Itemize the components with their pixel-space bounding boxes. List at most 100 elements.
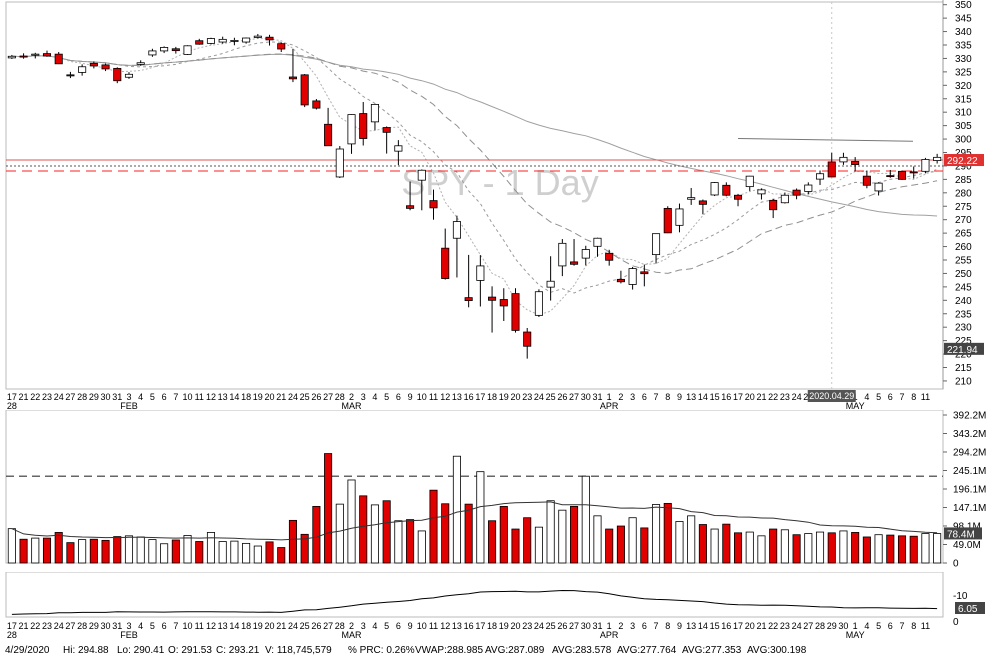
indicator-last-tag — [955, 602, 985, 614]
candle-body — [160, 47, 169, 52]
x-tick-label: 19 — [499, 621, 509, 631]
candle-body — [499, 299, 508, 307]
x-tick-label: 9 — [408, 392, 413, 402]
last-price-tag — [944, 154, 984, 167]
x-tick-label: 7 — [654, 392, 659, 402]
candle-body — [534, 291, 543, 316]
x-tick-label: 17 — [475, 621, 485, 631]
volume-bar — [452, 455, 461, 564]
volume-bar — [909, 535, 918, 564]
candle-body — [616, 278, 625, 283]
x-tick-label: 4 — [138, 392, 143, 402]
volume-bar — [769, 528, 778, 564]
volume-last-tag-label: 78.4M — [947, 529, 975, 540]
indicator-pane[interactable]: -10 0 6.05 17 21 22 23 24 27 28 29 30 31 3 4 5 6 7 10 11 12 1… — [0, 571, 1000, 644]
x-tick-label: 25 — [300, 392, 310, 402]
x-tick-label: 4 — [372, 621, 377, 631]
x-tick-label: 8 — [911, 621, 916, 631]
candle-body — [54, 53, 63, 65]
candle-body — [663, 207, 672, 234]
low-price-tag-label: 221.94 — [947, 345, 978, 356]
volume-bar — [288, 519, 297, 564]
crosshair-date-label: 2020.04.29 — [809, 391, 854, 401]
status-date: 4/29/2020 — [5, 645, 50, 656]
x-tick-label: 10 — [417, 392, 427, 402]
x-tick-label: 17 — [475, 392, 485, 402]
candle-body — [640, 271, 649, 275]
x-tick-label: 13 — [686, 621, 696, 631]
volume-bar — [605, 528, 614, 564]
x-tick-label: 26 — [311, 392, 321, 402]
x-tick-label: 2 — [349, 621, 354, 631]
price-pane[interactable]: 210 215 220 225 230 235 240 245 250 255 260 265 270 2… — [0, 0, 1000, 411]
x-tick-label: 30 — [581, 392, 591, 402]
volume-bar — [839, 530, 848, 564]
volume-bar — [640, 527, 649, 564]
status-avg-5: AVG:300.198 — [747, 645, 807, 656]
volume-pane[interactable]: 392.2M 343.2M 294.2M 245.1M 196.1M 147.1M 98.1… — [0, 409, 1000, 572]
x-tick-label: 30 — [838, 621, 848, 631]
candle-body — [558, 242, 567, 267]
price-tick-label: 230 — [955, 323, 972, 334]
x-tick-label: 5 — [876, 621, 881, 631]
x-tick-label: 29 — [827, 621, 837, 631]
x-tick-label: 12 — [440, 621, 450, 631]
x-tick-label: 26 — [311, 621, 321, 631]
volume-bar — [851, 532, 860, 564]
candle-body — [886, 175, 895, 178]
x-tick-label: 2 — [349, 392, 354, 402]
candle-body — [698, 200, 707, 205]
volume-bar — [242, 542, 251, 564]
x-tick-label: 18 — [487, 621, 497, 631]
x-tick-label: 26 — [557, 392, 567, 402]
x-tick-label: 4 — [864, 621, 869, 631]
candle-body — [148, 50, 157, 56]
volume-chart[interactable]: 392.2M 343.2M 294.2M 245.1M 196.1M 147.1M 98.1… — [0, 409, 1000, 572]
candle-body — [734, 194, 743, 200]
price-tick-label: 295 — [955, 148, 972, 159]
indicator-line — [11, 589, 938, 615]
candle-body — [570, 261, 579, 265]
volume-tick-label: 196.1M — [953, 485, 986, 496]
candle-body — [101, 64, 110, 70]
x-tick-label: 7 — [899, 621, 904, 631]
volume-bar — [417, 530, 426, 564]
x-tick-label: 1 — [853, 621, 858, 631]
x-tick-label: 29 — [89, 621, 99, 631]
candle-body — [382, 127, 391, 133]
volume-bar — [862, 536, 871, 564]
x-tick-label: 7 — [173, 392, 178, 402]
candle-body — [66, 74, 75, 77]
x-tick-label: 27 — [323, 621, 333, 631]
price-tick-label: 255 — [955, 256, 972, 267]
candle-body — [897, 170, 907, 180]
price-tick-label: 310 — [955, 108, 972, 119]
price-tick-label: 240 — [955, 296, 972, 307]
volume-tick-label: 0 — [953, 559, 959, 570]
candle-body — [921, 159, 930, 172]
x-tick-label: 11 — [195, 392, 204, 402]
x-tick-label: 14 — [698, 392, 708, 402]
volume-bar — [382, 500, 391, 564]
x-tick-label: 5 — [876, 392, 881, 402]
volume-bar — [429, 489, 438, 564]
x-tick-label: 23 — [780, 392, 790, 402]
month-label: APR — [600, 401, 619, 410]
candle-body — [218, 38, 227, 43]
candle-body — [605, 252, 614, 261]
x-tick-label: 11 — [195, 621, 204, 631]
volume-bar — [558, 509, 567, 564]
candle-body — [124, 73, 134, 78]
volume-bar — [113, 536, 122, 564]
price-chart[interactable]: 2102152202252302352402452502552602652702… — [0, 0, 1000, 411]
candle-body — [300, 74, 309, 106]
candle-body — [687, 197, 696, 200]
x-tick-label: 28 — [815, 621, 825, 631]
candle-body — [441, 247, 450, 279]
status-bar: 4/29/2020 Hi: 294.88 Lo: 290.41 O: 291.5… — [0, 644, 1000, 671]
price-tick-label: 270 — [955, 215, 972, 226]
x-tick-label: 13 — [452, 392, 462, 402]
x-tick-label: 10 — [183, 621, 193, 631]
x-tick-label: 5 — [384, 621, 389, 631]
